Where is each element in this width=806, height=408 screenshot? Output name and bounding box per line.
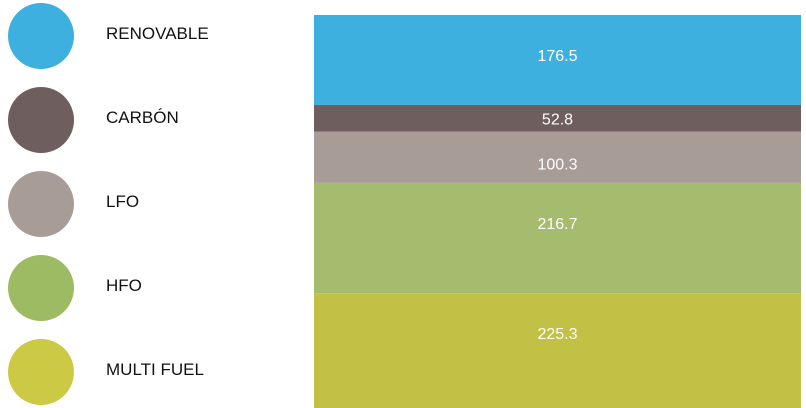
chart-canvas: 176.5 52.8 100.3 216.7 225.3: [314, 15, 801, 408]
legend-item: HFO: [8, 255, 298, 321]
legend-swatch: [8, 171, 74, 237]
data-label: 100.3: [537, 156, 577, 173]
bar-segment: [314, 182, 801, 294]
bar-segment: [314, 15, 801, 105]
legend: RENOVABLE CARBÓN LFO HFO MULTI FUEL: [0, 0, 300, 408]
data-label: 52.8: [542, 111, 573, 128]
legend-swatch: [8, 255, 74, 321]
legend-item: CARBÓN: [8, 87, 298, 153]
legend-swatch: [8, 87, 74, 153]
legend-item: RENOVABLE: [8, 3, 298, 69]
legend-label: LFO: [106, 192, 140, 211]
legend-label: HFO: [106, 276, 142, 295]
legend-item: MULTI FUEL: [8, 339, 298, 405]
bar-segment: [314, 131, 801, 183]
legend-swatch: [8, 339, 74, 405]
bar-segment: [314, 104, 801, 132]
legend-label: MULTI FUEL: [106, 360, 204, 379]
data-label: 176.5: [537, 48, 577, 65]
stacked-bar-chart: 176.5 52.8 100.3 216.7 225.3: [314, 15, 801, 408]
legend-label: CARBÓN: [106, 108, 179, 127]
data-label: 225.3: [537, 326, 577, 343]
legend-swatch: [8, 3, 74, 69]
data-label: 216.7: [537, 216, 577, 233]
legend-label: RENOVABLE: [106, 24, 209, 43]
bar-segment: [314, 293, 801, 408]
legend-item: LFO: [8, 171, 298, 237]
